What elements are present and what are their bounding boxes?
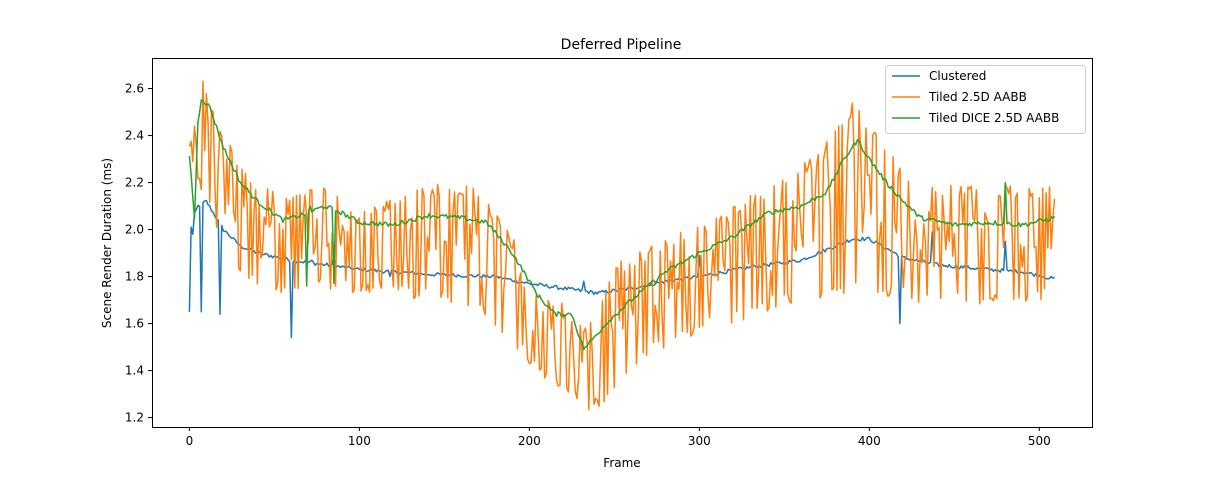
x-tick-label: 400 — [858, 434, 881, 448]
x-tick-label: 500 — [1028, 434, 1051, 448]
y-tick-label: 2.0 — [125, 223, 144, 237]
x-tick-label: 0 — [186, 434, 194, 448]
legend: Clustered Tiled 2.5D AABB Tiled DICE 2.5D … — [885, 65, 1086, 134]
legend-label-1: Clustered — [929, 69, 986, 83]
series-layer — [188, 80, 1056, 411]
legend-label-2: Tiled 2.5D AABB — [928, 90, 1027, 104]
y-tick-label: 1.6 — [125, 317, 144, 331]
y-axis: 1.2 1.4 1.6 1.8 2.0 2.2 2.4 2.6 — [125, 82, 152, 425]
y-tick-label: 2.2 — [125, 176, 144, 190]
x-axis: 0 100 200 300 400 500 — [186, 427, 1051, 448]
y-tick-label: 1.4 — [125, 364, 144, 378]
legend-box — [885, 65, 1086, 134]
series-line-3 — [188, 99, 1056, 351]
x-tick-label: 300 — [688, 434, 711, 448]
y-tick-label: 1.2 — [125, 411, 144, 425]
legend-label-3: Tiled DICE 2.5D AABB — [928, 111, 1059, 125]
y-axis-label: Scene Render Duration (ms) — [100, 158, 114, 328]
x-tick-label: 100 — [348, 434, 371, 448]
y-tick-label: 2.4 — [125, 129, 144, 143]
y-tick-label: 1.8 — [125, 270, 144, 284]
chart-title: Deferred Pipeline — [561, 37, 682, 53]
x-tick-label: 200 — [518, 434, 541, 448]
plot-frame — [152, 58, 1093, 428]
y-tick-label: 2.6 — [125, 82, 144, 96]
x-axis-label: Frame — [603, 456, 640, 470]
